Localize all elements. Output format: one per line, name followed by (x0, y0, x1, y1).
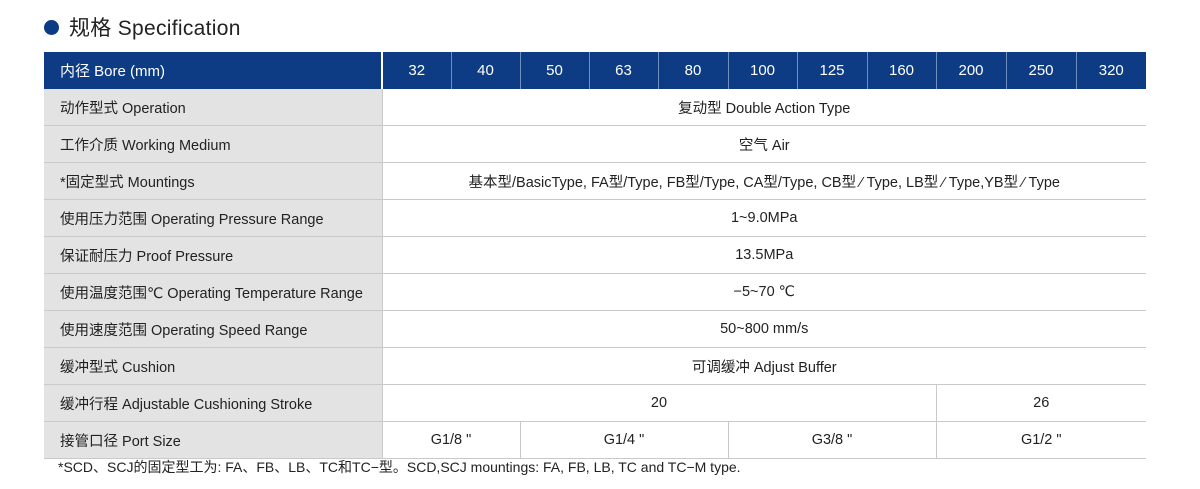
section-title-text: 规格 Specification (69, 17, 241, 40)
row-value: G3/8 " (727, 421, 936, 459)
row-value: 基本型/BasicType, FA型/Type, FB型/Type, CA型/T… (382, 162, 1146, 200)
row-label: 工作介质 Working Medium (44, 125, 383, 163)
row-value: G1/4 " (519, 421, 728, 459)
row-value: 13.5MPa (382, 236, 1146, 274)
bore-cell: 100 (727, 52, 797, 89)
bore-cell: 125 (796, 52, 867, 89)
row-label: 使用压力范围 Operating Pressure Range (44, 199, 383, 237)
table-row: 缓冲型式 Cushion 可调缓冲 Adjust Buffer (44, 347, 1146, 385)
footnote: *SCD、SCJ的固定型工为: FA、FB、LB、TC和TC−型。SCD,SCJ… (58, 459, 741, 475)
table-row: 工作介质 Working Medium 空气 Air (44, 125, 1146, 163)
table-header-row: 内径 Bore (mm) 32 40 50 63 80 100 125 160 … (44, 52, 1146, 89)
bore-cell: 320 (1075, 52, 1146, 89)
table-row: 使用温度范围℃ Operating Temperature Range −5~7… (44, 273, 1146, 311)
table-row: 接管口径 Port Size G1/8 " G1/4 " G3/8 " G1/2… (44, 421, 1146, 459)
row-value: 可调缓冲 Adjust Buffer (382, 347, 1146, 385)
table-row: *固定型式 Mountings 基本型/BasicType, FA型/Type,… (44, 162, 1146, 200)
header-bore-label: 内径 Bore (mm) (44, 52, 383, 89)
row-value: 空气 Air (382, 125, 1146, 163)
section-title: 规格 Specification (44, 12, 241, 42)
bore-cell: 50 (519, 52, 589, 89)
row-value: 50~800 mm/s (382, 310, 1146, 348)
bore-cell: 250 (1005, 52, 1076, 89)
bore-cell: 32 (381, 52, 451, 89)
table-row: 缓冲行程 Adjustable Cushioning Stroke 20 26 (44, 384, 1146, 422)
row-label: 保证耐压力 Proof Pressure (44, 236, 383, 274)
table-row: 使用压力范围 Operating Pressure Range 1~9.0MPa (44, 199, 1146, 237)
bore-cell: 80 (657, 52, 728, 89)
bore-cell: 40 (450, 52, 520, 89)
row-value: 20 (382, 384, 936, 422)
row-label: *固定型式 Mountings (44, 162, 383, 200)
row-label: 使用速度范围 Operating Speed Range (44, 310, 383, 348)
bullet-dot-icon (44, 19, 59, 35)
specification-table: 内径 Bore (mm) 32 40 50 63 80 100 125 160 … (44, 52, 1146, 459)
bore-cell: 160 (866, 52, 936, 89)
row-value: 复动型 Double Action Type (382, 89, 1146, 126)
table-row: 动作型式 Operation 复动型 Double Action Type (44, 89, 1146, 126)
row-value: G1/8 " (382, 421, 520, 459)
bore-cell: 63 (588, 52, 658, 89)
row-label: 缓冲行程 Adjustable Cushioning Stroke (44, 384, 383, 422)
table-row: 使用速度范围 Operating Speed Range 50~800 mm/s (44, 310, 1146, 348)
row-label: 动作型式 Operation (44, 89, 383, 126)
row-value: 26 (935, 384, 1146, 422)
row-label: 使用温度范围℃ Operating Temperature Range (44, 273, 383, 311)
row-label: 缓冲型式 Cushion (44, 347, 383, 385)
row-value: −5~70 ℃ (382, 273, 1146, 311)
row-value: 1~9.0MPa (382, 199, 1146, 237)
row-label: 接管口径 Port Size (44, 421, 383, 459)
table-row: 保证耐压力 Proof Pressure 13.5MPa (44, 236, 1146, 274)
bore-cell: 200 (935, 52, 1006, 89)
row-value: G1/2 " (935, 421, 1146, 459)
